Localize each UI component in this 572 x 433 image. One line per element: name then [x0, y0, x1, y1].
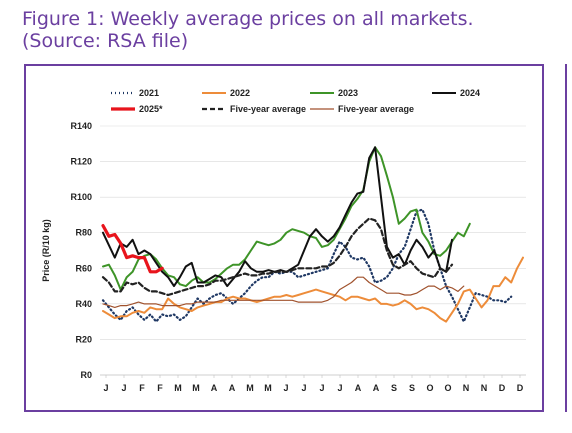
x-tick-label: M: [246, 383, 254, 393]
series-line-2: [102, 256, 524, 323]
x-tick-label: S: [391, 383, 397, 393]
x-tick-label: N: [481, 383, 488, 393]
legend-label: 2022: [230, 88, 250, 98]
x-tick-label: J: [283, 383, 288, 393]
legend-label: 2024: [460, 88, 480, 98]
series-line-7: [102, 276, 465, 308]
x-tick-label: D: [517, 383, 524, 393]
series-line-1: [101, 208, 513, 323]
y-tick-label: R140: [70, 121, 92, 131]
x-tick-label: O: [426, 383, 433, 393]
legend-label: Five-year average: [338, 104, 414, 114]
x-tick-label: M: [264, 383, 272, 393]
x-tick-label: J: [103, 383, 108, 393]
x-tick-label: J: [337, 383, 342, 393]
series-line-6: [101, 217, 454, 297]
x-tick-label: A: [355, 383, 362, 393]
legend-label: 2021: [139, 88, 159, 98]
grid-layer: [100, 125, 526, 340]
x-tick-label: A: [373, 383, 380, 393]
figure-title-line2: (Source: RSA file): [22, 30, 189, 52]
x-tick-label: F: [139, 383, 145, 393]
y-tick-label: R0: [80, 370, 92, 380]
x-tick-label: J: [319, 383, 324, 393]
chart-frame: [24, 64, 544, 412]
series-line-5: [101, 224, 164, 274]
legend-label: 2025*: [139, 104, 163, 114]
figure-title: Figure 1: Weekly average prices on all m…: [22, 8, 562, 52]
y-tick-label: R40: [75, 299, 92, 309]
y-tick-label: R60: [75, 263, 92, 273]
x-tick-label: J: [301, 383, 306, 393]
series-line-4: [102, 146, 453, 288]
x-tick-label: O: [444, 383, 451, 393]
x-tick-label: M: [174, 383, 182, 393]
legend-label: 2023: [338, 88, 358, 98]
y-tick-label: R80: [75, 228, 92, 238]
y-tick-label: R120: [70, 157, 92, 167]
y-tick-label: R100: [70, 192, 92, 202]
y-axis-title: Price (R/10 kg): [41, 219, 51, 282]
series-line-3: [102, 146, 471, 291]
legend-layer: 2021 2022 2023 2024 2025* Five-year average Fi…: [111, 88, 480, 114]
adjacent-figure-frame: [565, 64, 572, 412]
y-tick-label: R20: [75, 334, 92, 344]
x-tick-label: M: [192, 383, 200, 393]
legend-label: Five-year average: [230, 104, 306, 114]
series-layer: [101, 146, 524, 323]
x-tick-label: A: [211, 383, 218, 393]
x-tick-label: F: [157, 383, 163, 393]
figure-title-line1: Figure 1: Weekly average prices on all m…: [22, 8, 474, 30]
x-tick-label: J: [121, 383, 126, 393]
x-tick-label: D: [499, 383, 506, 393]
x-tick-label: S: [409, 383, 415, 393]
x-tick-label: N: [463, 383, 470, 393]
x-tick-label: A: [229, 383, 236, 393]
